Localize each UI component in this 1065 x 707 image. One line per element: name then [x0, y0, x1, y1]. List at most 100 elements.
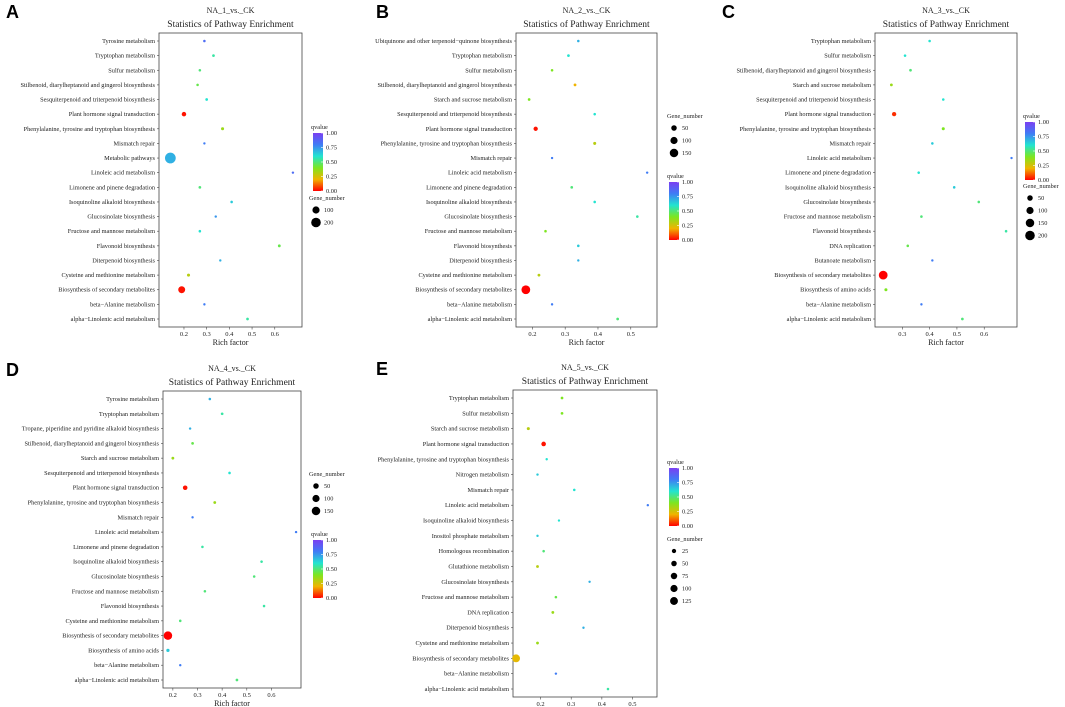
data-point: [906, 244, 910, 248]
data-point: [214, 215, 217, 218]
category-label: Sesquiterpenoid and triterpenoid biosynt…: [756, 97, 871, 104]
data-point: [636, 215, 639, 218]
data-point: [645, 171, 649, 174]
x-tick-label: 0.4: [598, 701, 607, 707]
data-point: [931, 142, 934, 145]
category-label: Plant hormone signal transduction: [423, 441, 510, 448]
gene-number-legend-dot: [312, 206, 320, 214]
data-point: [521, 285, 531, 295]
category-label: Flavonoid biosynthesis: [101, 603, 160, 610]
data-point: [577, 244, 580, 248]
data-point: [593, 200, 596, 204]
plot-area: [874, 32, 1018, 328]
data-point: [593, 112, 596, 116]
category-label: Linoleic acid metabolism: [448, 170, 512, 177]
data-point: [541, 441, 546, 447]
gene-number-legend-dot: [671, 560, 677, 567]
category-label: Isoquinoline alkaloid biosynthesis: [423, 518, 510, 525]
x-tick-label: 0.3: [898, 331, 906, 338]
gene-number-legend-label: 50: [682, 561, 688, 568]
category-label: Tryptophan metabolism: [99, 411, 159, 418]
data-point: [203, 303, 206, 306]
qvalue-tick-label: 0.50: [326, 159, 337, 166]
category-label: Biosynthesis of amino acids: [800, 287, 871, 294]
x-tick-label: 0.3: [561, 331, 569, 338]
category-label: Isoquinoline alkaloid biosynthesis: [426, 199, 513, 206]
data-point: [582, 626, 585, 629]
data-point: [213, 501, 217, 504]
data-point: [536, 534, 539, 538]
category-label: Ubiquinone and other terpenoid−quinone b…: [375, 38, 512, 45]
gene-number-legend-label: 100: [324, 207, 333, 214]
category-label: Mismatch repair: [118, 514, 160, 521]
category-label: Mismatch repair: [830, 140, 872, 147]
qvalue-tick-label: 0.50: [1038, 148, 1049, 155]
data-point: [182, 485, 188, 491]
category-label: Tryptophan metabolism: [95, 53, 155, 60]
enrichment-panel-a: A NA_1_vs._CK Statistics of Pathway Enrich…: [6, 2, 346, 347]
qvalue-tick-label: 0.25: [682, 223, 693, 230]
category-label: Tyrosine metabolism: [106, 396, 159, 403]
data-point: [903, 54, 907, 57]
category-label: Glucosinolate biosynthesis: [91, 573, 159, 580]
data-point: [550, 68, 554, 72]
data-point: [572, 488, 576, 492]
data-point: [536, 641, 539, 645]
category-label: Sulfur metabolism: [824, 53, 871, 60]
data-point: [891, 112, 897, 117]
category-label: Diterpenoid biosynthesis: [449, 257, 512, 264]
gene-number-legend-label: 100: [324, 496, 333, 503]
data-point: [961, 317, 964, 321]
x-tick-label: 0.4: [225, 331, 234, 338]
data-point: [203, 39, 206, 43]
x-axis-label: Rich factor: [213, 338, 249, 347]
category-label: Flavonoid biosynthesis: [813, 228, 872, 235]
data-point: [573, 83, 577, 87]
data-point: [196, 83, 199, 87]
data-point: [178, 286, 186, 294]
category-label: Starch and sucrose metabolism: [434, 97, 512, 104]
qvalue-colorbar: [313, 540, 323, 598]
category-label: Sulfur metabolism: [108, 67, 155, 74]
category-label: Flavonoid biosynthesis: [454, 243, 513, 250]
data-point: [889, 83, 893, 87]
data-point: [198, 229, 202, 233]
x-tick-label: 0.2: [528, 331, 536, 338]
data-point: [186, 273, 191, 277]
data-point: [188, 427, 192, 430]
qvalue-legend-title: qvalue: [311, 124, 328, 131]
data-point: [909, 68, 912, 72]
enrichment-panel-e: E NA_5_vs._CK Statistics of Pathway Enrich…: [376, 359, 704, 707]
x-tick-label: 0.4: [594, 331, 603, 338]
x-axis-label: Rich factor: [569, 338, 605, 347]
gene-number-legend-dot: [670, 136, 678, 145]
data-point: [252, 575, 256, 578]
qvalue-tick-label: 0.00: [1038, 177, 1049, 184]
data-point: [941, 127, 945, 131]
x-axis-label: Rich factor: [214, 699, 250, 707]
gene-number-legend-dot: [671, 548, 677, 554]
category-label: Biosynthesis of secondary metabolites: [62, 633, 159, 640]
qvalue-tick-label: 1.00: [326, 130, 337, 137]
data-point: [512, 654, 521, 663]
gene-number-legend-label: 200: [1038, 233, 1047, 240]
enrichment-panel-c: C NA_3_vs._CK Statistics of Pathway Enrich…: [722, 2, 1060, 347]
category-label: beta−Alanine metabolism: [806, 301, 871, 308]
gene-number-legend-dot: [670, 597, 678, 605]
data-point: [646, 504, 650, 507]
qvalue-tick-label: 0.50: [682, 208, 693, 215]
panel-title: NA_4_vs._CK: [208, 364, 256, 373]
category-label: Sesquiterpenoid and triterpenoid biosynt…: [44, 470, 159, 477]
gene-number-legend-dot: [311, 217, 321, 228]
qvalue-tick-label: 0.00: [682, 523, 693, 530]
data-point: [203, 589, 207, 593]
data-point: [928, 39, 931, 43]
data-point: [570, 185, 574, 189]
category-label: Butanoate metabolism: [815, 257, 872, 264]
category-label: Flavonoid biosynthesis: [97, 243, 156, 250]
category-label: beta−Alanine metabolism: [90, 301, 155, 308]
category-label: Stilbenoid, diarylheptanoid and gingerol…: [25, 440, 160, 447]
gene-number-legend-label: 100: [682, 586, 691, 593]
category-label: alpha−Linolenic acid metabolism: [425, 686, 509, 693]
qvalue-tick-label: 1.00: [326, 537, 337, 544]
